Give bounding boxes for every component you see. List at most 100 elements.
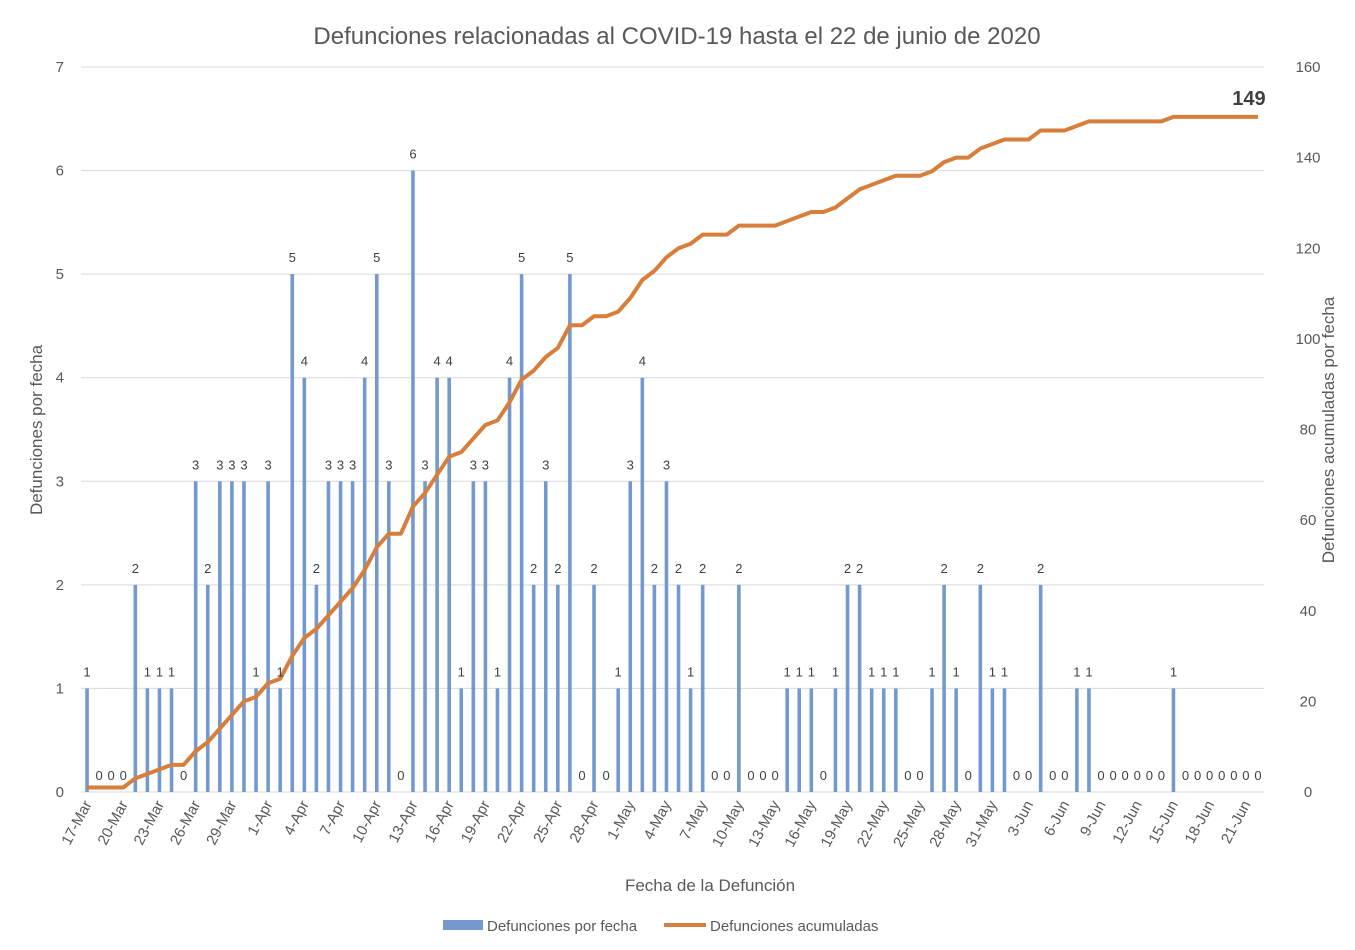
- bar-data-label: 3: [470, 457, 477, 472]
- left-axis-ticks: 0 1 2 3 4 5 6 7: [56, 59, 64, 801]
- y-axis-left-title: Defunciones por fecha: [27, 344, 46, 515]
- bar-data-label: 0: [120, 768, 127, 783]
- bar: [338, 481, 343, 792]
- bar-data-label: 2: [204, 561, 211, 576]
- bar-data-label: 0: [1218, 768, 1225, 783]
- bar: [471, 481, 476, 792]
- bar: [942, 584, 946, 792]
- x-tick-label: 12-Jun: [1109, 798, 1146, 846]
- x-tick-label: 10-May: [709, 797, 748, 850]
- bar: [169, 688, 174, 792]
- bar: [990, 688, 995, 792]
- bar-data-label: 0: [820, 768, 827, 783]
- bar: [423, 481, 427, 792]
- y-right-tick-label: 40: [1300, 603, 1317, 620]
- bar-data-label: 4: [433, 354, 440, 369]
- bar-data-label: 3: [264, 457, 271, 472]
- x-tick-label: 25-May: [890, 797, 929, 850]
- bar-data-label: 1: [928, 664, 935, 679]
- x-tick-label: 17-Mar: [58, 798, 95, 848]
- cumulative-series-line: [87, 114, 1258, 790]
- bar-data-label: 2: [313, 561, 320, 576]
- bar-data-label: 1: [687, 664, 694, 679]
- bar-data-label: 3: [216, 457, 223, 472]
- y-right-tick-label: 20: [1300, 693, 1317, 710]
- bar-data-label: 0: [1146, 768, 1153, 783]
- bar-data-label: 5: [289, 250, 296, 265]
- bar-data-label: 4: [361, 354, 368, 369]
- bar: [688, 688, 693, 792]
- x-tick-label: 4-May: [640, 797, 675, 842]
- bar-data-label: 2: [675, 561, 682, 576]
- legend: Defunciones por fecha Defunciones acumul…: [443, 918, 878, 935]
- x-tick-label: 9-Jun: [1077, 798, 1110, 839]
- bar: [1002, 688, 1007, 792]
- bar: [954, 688, 958, 792]
- bar-data-label: 1: [880, 664, 887, 679]
- bar: [495, 688, 500, 792]
- bar: [531, 584, 536, 792]
- bar: [326, 481, 331, 792]
- bar-data-label: 0: [771, 768, 778, 783]
- bar-data-label: 1: [808, 664, 815, 679]
- bar: [459, 688, 464, 792]
- bar-data-label: 3: [482, 457, 489, 472]
- cumulative-line: [87, 114, 1258, 790]
- bar-data-label: 3: [337, 457, 344, 472]
- bar: [205, 584, 210, 792]
- x-tick-label: 13-Apr: [385, 798, 421, 846]
- y-right-tick-label: 160: [1295, 59, 1320, 76]
- bar-data-label: 0: [1122, 768, 1129, 783]
- x-tick-label: 22-Apr: [494, 798, 530, 846]
- bar: [857, 584, 862, 792]
- bar-data-label: 0: [1097, 768, 1104, 783]
- x-tick-label: 15-Jun: [1145, 798, 1182, 846]
- bar-data-label: 1: [1001, 664, 1008, 679]
- y-right-tick-label: 60: [1300, 512, 1317, 529]
- bar-data-label: 0: [965, 768, 972, 783]
- bar-data-label: 5: [373, 250, 380, 265]
- bar-data-label: 5: [518, 250, 525, 265]
- y-left-tick-label: 3: [56, 473, 64, 490]
- bar-data-label: 1: [892, 664, 899, 679]
- bar-data-label: 3: [228, 457, 235, 472]
- y-left-tick-label: 5: [56, 266, 64, 283]
- bar-data-label: 0: [397, 768, 404, 783]
- bar: [652, 584, 657, 792]
- bar-data-label: 4: [446, 354, 453, 369]
- bar: [833, 688, 838, 792]
- bar-data-label: 1: [168, 664, 175, 679]
- bar-data-label: 0: [1049, 768, 1056, 783]
- bar-data-label: 2: [844, 561, 851, 576]
- x-tick-label: 29-Mar: [203, 798, 240, 848]
- bar-data-label: 0: [1134, 768, 1141, 783]
- bar: [556, 584, 560, 792]
- bar-data-label: 1: [953, 664, 960, 679]
- x-tick-label: 1-Apr: [244, 798, 276, 838]
- bar-data-label: 0: [711, 768, 718, 783]
- bar: [254, 688, 258, 792]
- bar-data-label: 4: [639, 354, 646, 369]
- bar: [387, 481, 391, 792]
- bar: [278, 688, 282, 792]
- x-tick-label: 16-Apr: [422, 798, 458, 846]
- bar-data-label: 0: [95, 768, 102, 783]
- x-tick-label: 7-Apr: [317, 798, 349, 838]
- bar-data-label: 0: [1061, 768, 1068, 783]
- bar-data-label: 6: [409, 147, 416, 162]
- final-cumulative-label: 149: [1232, 88, 1265, 110]
- bar: [930, 688, 934, 792]
- bar-data-label: 2: [132, 561, 139, 576]
- y-axis-right-title: Defunciones acumuladas por fecha: [1319, 296, 1338, 563]
- bar-data-label: 0: [1206, 768, 1213, 783]
- bar-data-label: 1: [1170, 664, 1177, 679]
- x-tick-label: 21-Jun: [1218, 798, 1255, 846]
- bar-data-label: 3: [349, 457, 356, 472]
- bar-data-label: 3: [325, 457, 332, 472]
- bar-data-label: 0: [1182, 768, 1189, 783]
- bar-data-label: 2: [940, 561, 947, 576]
- bar-data-label: 1: [83, 664, 90, 679]
- bar-data-label: 0: [180, 768, 187, 783]
